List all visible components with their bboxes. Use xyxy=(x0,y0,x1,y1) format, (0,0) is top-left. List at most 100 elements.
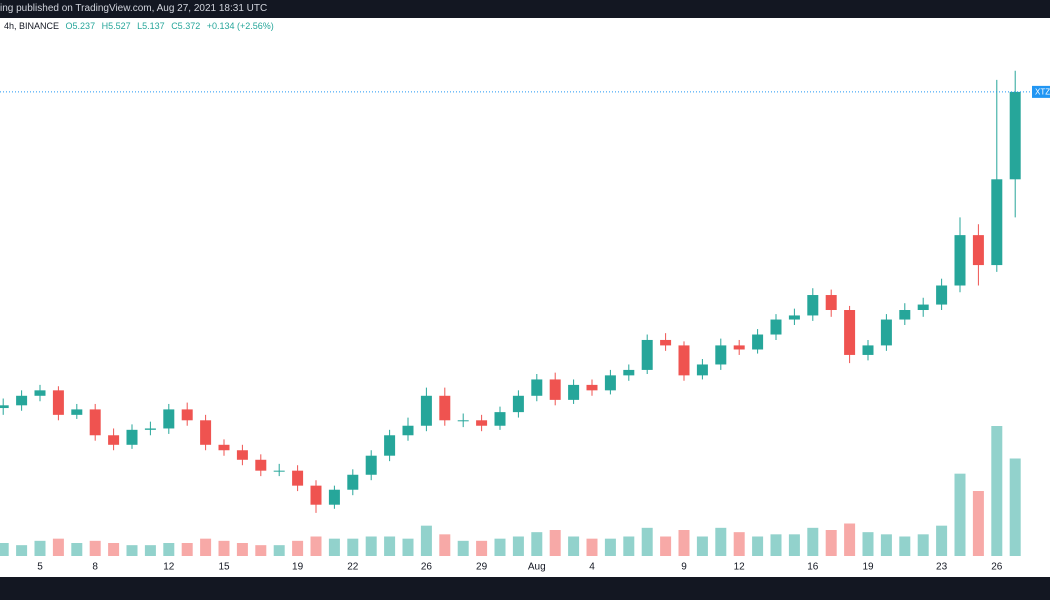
candle-body xyxy=(144,428,156,430)
volume-bar xyxy=(568,536,580,556)
candle-body xyxy=(16,395,28,406)
x-tick-label: 22 xyxy=(347,562,359,573)
candle-body xyxy=(218,444,230,451)
ohlc-legend: 4h, BINANCE O5.237 H5.527 L5.137 C5.372 … xyxy=(4,21,278,31)
x-tick-label: 23 xyxy=(936,562,948,573)
volume-bar xyxy=(862,532,874,556)
volume-bar xyxy=(807,527,819,556)
volume-bar xyxy=(880,534,892,556)
volume-bar xyxy=(439,534,451,556)
volume-bar xyxy=(200,538,212,556)
symbol-label: XTZ xyxy=(1035,87,1050,96)
candle-body xyxy=(273,470,285,472)
candle-body xyxy=(586,384,598,391)
volume-bar xyxy=(273,545,285,556)
volume-bar xyxy=(108,543,120,556)
candle-body xyxy=(862,345,874,355)
candle-body xyxy=(457,420,469,422)
volume-bar xyxy=(384,536,396,556)
open-value: O5.237 xyxy=(65,21,96,31)
candle-body xyxy=(126,429,138,445)
candle-body xyxy=(310,485,322,505)
volume-bar xyxy=(660,536,672,556)
high-value: H5.527 xyxy=(101,21,131,31)
volume-bar xyxy=(292,540,304,556)
x-tick-label: Aug xyxy=(528,562,546,573)
candle-body xyxy=(899,310,911,320)
volume-bar xyxy=(52,538,64,556)
candle-body xyxy=(236,450,248,460)
volume-bar xyxy=(954,473,966,556)
volume-bar xyxy=(310,536,322,556)
candle-body xyxy=(733,345,745,350)
interval: 4h, BINANCE xyxy=(4,21,60,31)
candle-body xyxy=(1009,91,1021,180)
candle-body xyxy=(936,285,948,305)
symbol-badge xyxy=(1032,85,1050,98)
candle-body xyxy=(991,179,1003,266)
x-tick-label: 26 xyxy=(421,562,433,573)
volume-bar xyxy=(641,527,653,556)
candle-body xyxy=(696,364,708,376)
volume-bar xyxy=(936,525,948,556)
candle-body xyxy=(807,295,819,316)
volume-bar xyxy=(89,540,101,556)
volume-bar xyxy=(255,545,267,556)
volume-bar xyxy=(788,534,800,556)
candle-body xyxy=(439,395,451,421)
volume-bar xyxy=(16,545,28,556)
candle-body xyxy=(347,474,359,490)
volume-bar xyxy=(218,540,230,556)
volume-bar xyxy=(972,491,984,556)
candle-body xyxy=(549,379,561,400)
volume-bar xyxy=(0,543,9,556)
candle-body xyxy=(604,375,616,391)
x-tick-label: 16 xyxy=(807,562,819,573)
candle-body xyxy=(255,459,267,471)
volume-bar xyxy=(733,532,745,556)
volume-bar xyxy=(476,540,488,556)
x-tick-label: 12 xyxy=(734,562,746,573)
volume-bar xyxy=(770,534,782,556)
x-tick-label: 8 xyxy=(92,562,98,573)
x-tick-label: 19 xyxy=(862,562,874,573)
candle-body xyxy=(917,304,929,311)
candle-body xyxy=(531,379,543,396)
volume-bar xyxy=(531,532,543,556)
candle-body xyxy=(494,412,506,426)
volume-bar xyxy=(1009,458,1021,556)
x-tick-label: 29 xyxy=(476,562,488,573)
volume-bar xyxy=(71,543,83,556)
candle-body xyxy=(752,334,764,350)
candle-body xyxy=(328,489,340,505)
candle-body xyxy=(163,409,175,429)
volume-bar xyxy=(752,536,764,556)
candle-body xyxy=(71,409,83,415)
low-value: L5.137 xyxy=(137,21,165,31)
candle-body xyxy=(678,345,690,376)
candle-body xyxy=(623,369,635,376)
volume-bar xyxy=(328,538,340,556)
published-note: ing published on TradingView.com, Aug 27… xyxy=(0,3,268,14)
volume-bar xyxy=(604,538,616,556)
volume-bar xyxy=(34,540,46,556)
candle-body xyxy=(365,455,377,475)
candle-body xyxy=(420,395,432,426)
x-tick-label: 15 xyxy=(218,562,230,573)
candle-body xyxy=(880,319,892,346)
volume-bar xyxy=(494,538,506,556)
candle-body xyxy=(972,235,984,266)
x-tick-label: 9 xyxy=(681,562,687,573)
close-value: C5.372 xyxy=(171,21,201,31)
candle-body xyxy=(641,339,653,370)
candle-body xyxy=(844,310,856,355)
candle-body xyxy=(108,435,120,445)
volume-bar xyxy=(623,536,635,556)
candle-body xyxy=(292,470,304,486)
candle-body xyxy=(89,409,101,436)
volume-bar xyxy=(420,525,432,556)
candle-body xyxy=(788,315,800,320)
candle-body xyxy=(568,384,580,400)
candle-body xyxy=(476,420,488,426)
candle-body xyxy=(34,390,46,396)
